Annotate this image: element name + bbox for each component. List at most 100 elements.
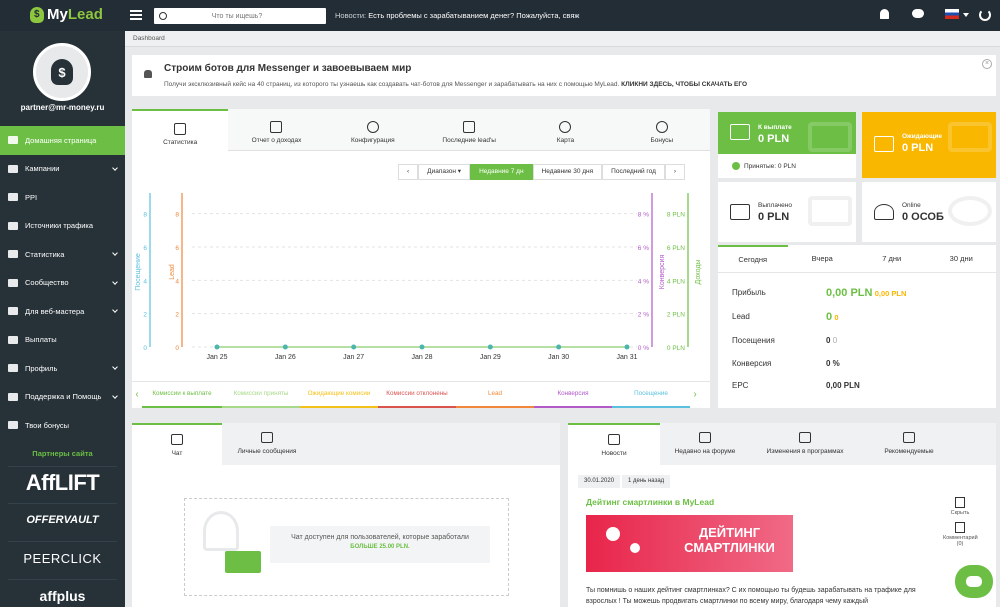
series-tab-rejected[interactable]: Комиссии отклонены [378, 382, 456, 408]
money-watermark-icon [808, 196, 852, 226]
news-ticker[interactable]: Новости: Есть проблемы с зарабатыванием … [335, 11, 580, 20]
range-next-button[interactable]: › [664, 164, 686, 180]
news-ago: 1 день назад [622, 475, 671, 488]
search-input[interactable] [167, 12, 307, 20]
money-bag-icon [30, 6, 44, 23]
bell-icon[interactable] [880, 9, 889, 19]
russian-flag-icon[interactable] [945, 9, 959, 19]
support-chat-button[interactable] [955, 565, 993, 598]
tab-private-messages[interactable]: Личные сообщения [222, 423, 312, 465]
sidebar-item-webmaster[interactable]: Для веб-мастера [0, 297, 125, 326]
tab-bonuses[interactable]: Бонусы [613, 109, 710, 151]
sidebar-item-traffic-sources[interactable]: Источники трафика [0, 212, 125, 241]
users-watermark-icon [948, 196, 992, 226]
sidebar-item-profile[interactable]: Профиль [0, 354, 125, 383]
tick-label-conversion: 0 % [638, 345, 649, 352]
tab-news[interactable]: Новости [568, 423, 660, 465]
tab-yesterday[interactable]: Вчера [811, 254, 833, 263]
tab-7-days[interactable]: 7 дни [882, 254, 902, 263]
news-banner-image[interactable]: ДЕЙТИНГ СМАРТЛИНКИ [586, 515, 793, 572]
sidebar-item-home[interactable]: Домашняя страница [0, 126, 125, 155]
search-box [154, 8, 326, 24]
partner-peerclick[interactable]: PEERCLICK [8, 541, 117, 574]
series-tab-pending[interactable]: Ожидающие комисии [300, 382, 378, 408]
tick-label-visits: 0 [143, 345, 147, 352]
news-title[interactable]: Дейтинг смартлинки в MyLead [586, 497, 715, 507]
promo-download-link[interactable]: КЛИКНИ ЗДЕСЬ, ЧТОБЫ СКАЧАТЬ ЕГО [621, 81, 748, 88]
sidebar-item-payouts[interactable]: Выплаты [0, 326, 125, 355]
tab-today[interactable]: Сегодня [718, 245, 788, 272]
tab-configuration[interactable]: Конфигурация [324, 109, 421, 151]
chevron-down-icon [112, 392, 118, 399]
series-tab-conversion[interactable]: Конверсия [534, 382, 612, 408]
tab-recommended[interactable]: Рекомендуемые [860, 423, 958, 465]
tab-forum[interactable]: Недавно на форуме [660, 423, 750, 465]
range-prev-button[interactable]: ‹ [398, 164, 419, 180]
partner-afflift[interactable]: AffLIFT [8, 466, 117, 499]
sidebar-item-ppi[interactable]: PPI [0, 183, 125, 212]
tick-label-lead: 8 [175, 212, 179, 219]
tick-label-lead: 6 [175, 245, 179, 252]
x-tick-label: Jan 27 [343, 354, 364, 361]
range-last-year[interactable]: Последний год [602, 164, 665, 180]
tab-chat[interactable]: Чат [132, 423, 222, 465]
series-tab-lead[interactable]: Lead [456, 382, 534, 408]
tab-recent-leads[interactable]: Последние lead'ы [420, 109, 518, 151]
x-tick-label: Jan 25 [206, 354, 227, 361]
chat-icon[interactable] [912, 9, 924, 18]
sidebar-item-bonuses[interactable]: Твои бонусы [0, 411, 125, 440]
list-icon [699, 432, 711, 443]
avatar[interactable]: $ [33, 43, 91, 101]
chevron-right-icon[interactable]: › [693, 389, 697, 400]
chevron-down-icon [112, 307, 118, 313]
hamburger-icon[interactable] [130, 10, 142, 20]
partner-affplus[interactable]: affplus [8, 579, 117, 607]
range-last-30-days[interactable]: Недавние 30 дня [532, 164, 603, 180]
gear-icon [366, 121, 379, 133]
monitor-icon [8, 164, 18, 173]
user-icon [8, 364, 18, 373]
money-watermark-icon [808, 122, 852, 152]
message-icon [261, 432, 273, 443]
sidebar-item-campaigns[interactable]: Кампании [0, 155, 125, 184]
range-dropdown[interactable]: Диапазон ▾ [418, 164, 471, 180]
sidebar-item-community[interactable]: Сообщество [0, 269, 125, 298]
power-icon[interactable] [979, 9, 991, 21]
mylead-logo[interactable]: MyLead [30, 6, 103, 23]
tab-30-days[interactable]: 30 дни [949, 254, 973, 263]
period-summary: Сегодня Вчера 7 дни 30 дни Прибыль 0,00 … [718, 245, 996, 408]
clipboard-icon [270, 121, 283, 133]
statistics-panel: Статистика Отчет о доходах Конфигурация … [132, 109, 710, 408]
link-icon [8, 221, 18, 230]
tab-income-report[interactable]: Отчет о доходах [228, 109, 325, 151]
partner-offervault[interactable]: OFFERVAULT [8, 503, 117, 536]
sidebar-item-support[interactable]: Поддержка и Помощь [0, 383, 125, 412]
card-paid[interactable]: Выплачено 0 PLN [718, 182, 856, 242]
gears-icon [8, 307, 18, 316]
document-icon [799, 432, 811, 443]
tick-label-conversion: 8 % [638, 212, 649, 219]
tab-statistics[interactable]: Статистика [132, 109, 229, 151]
hide-news-button[interactable]: Скрыть [943, 497, 977, 516]
series-tab-payable[interactable]: Комиссии к выплате [142, 382, 222, 408]
promo-title: Строим ботов для Messenger и завоевываем… [164, 63, 412, 74]
tick-label-visits: 8 [143, 212, 147, 219]
card-payout[interactable]: К выплате 0 PLN Принятые: 0 PLN [718, 112, 856, 178]
card-pending[interactable]: Ожидающие 0 PLN [862, 112, 996, 178]
comments-button[interactable]: Комментарий (0) [943, 522, 978, 547]
tick-label-conversion: 4 % [638, 278, 649, 285]
range-last-7-days[interactable]: Недавние 7 дн [470, 164, 533, 180]
series-tab-visits[interactable]: Посещение [612, 382, 690, 408]
heart-icon [606, 527, 620, 541]
tick-label-income: 6 PLN [667, 245, 685, 252]
sidebar-item-statistics[interactable]: Статистика [0, 240, 125, 269]
tab-map[interactable]: Карта [517, 109, 614, 151]
tick-label-conversion: 6 % [638, 245, 649, 252]
series-tab-accepted[interactable]: Комиссии приняты [222, 382, 300, 408]
tab-program-changes[interactable]: Изменения в программах [750, 423, 860, 465]
breadcrumb[interactable]: Dashboard [125, 31, 1000, 47]
card-online[interactable]: Online 0 ОСОБ [862, 182, 996, 242]
close-icon[interactable]: × [982, 59, 992, 69]
language-chevron-down-icon[interactable] [963, 13, 969, 17]
chevron-left-icon[interactable]: ‹ [135, 389, 139, 400]
